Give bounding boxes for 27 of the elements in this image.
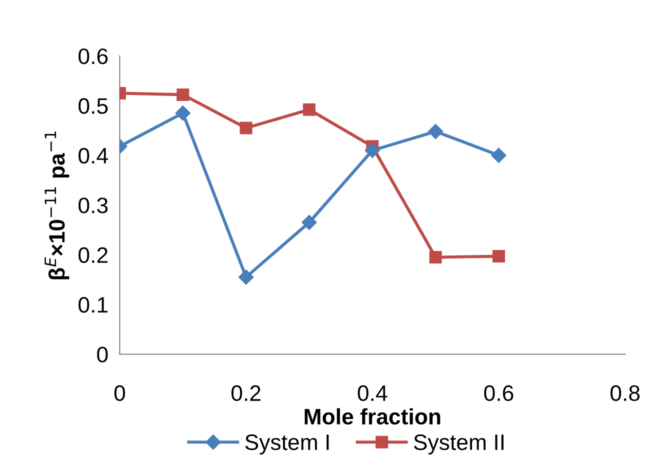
point: [302, 103, 316, 116]
point: [492, 250, 505, 262]
point: [176, 88, 190, 101]
y-tick-label: 0.4: [78, 148, 108, 164]
point: [302, 214, 317, 230]
point: [175, 106, 190, 121]
point: [429, 250, 442, 264]
y-tick-label: 0: [97, 346, 108, 362]
point: [491, 148, 506, 163]
point: [428, 124, 444, 140]
legend-label: System I: [245, 434, 329, 455]
y-tick-label: 0.3: [78, 198, 108, 214]
y-tick-label: 0.6: [78, 48, 108, 64]
x-tick-label: 0.4: [358, 385, 388, 402]
x-tick-label: 0.8: [610, 385, 640, 402]
x-tick-label: 0.6: [484, 385, 514, 402]
point: [364, 142, 380, 158]
x-tick-label: 0: [114, 385, 126, 402]
point: [238, 270, 254, 285]
y-tick-label: 0.2: [78, 247, 108, 264]
point: [240, 122, 252, 134]
y-tick-label: 0.5: [78, 98, 108, 114]
x-axis-title: Mole fraction: [304, 408, 440, 425]
legend-label: System II: [414, 434, 504, 455]
y-tick-label: 0.1: [78, 296, 108, 313]
x-tick-label: 0.2: [231, 385, 260, 402]
y-axis-title: β$^{E}$×10$^{−11}$ pa$^{−1}$: [44, 131, 70, 280]
